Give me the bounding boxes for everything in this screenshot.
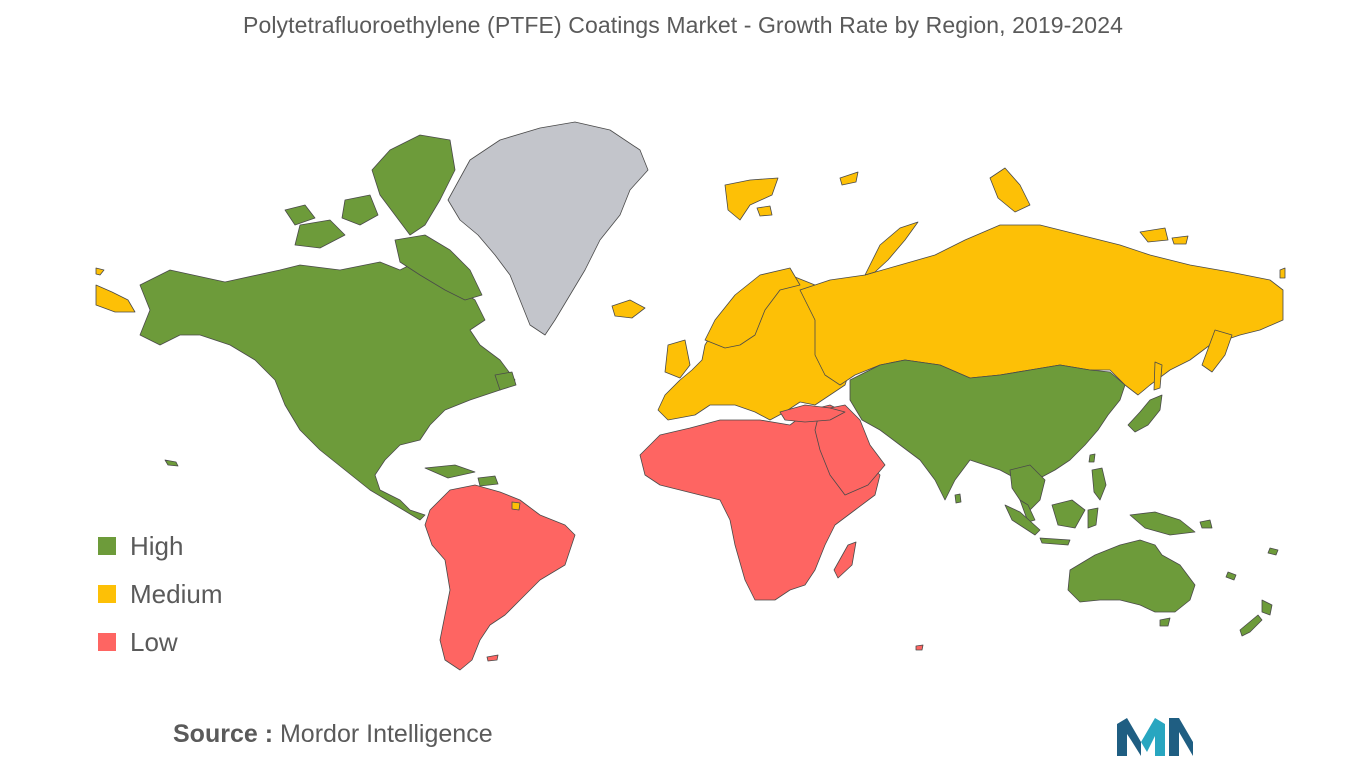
legend-swatch-medium <box>98 585 116 603</box>
source-text: Mordor Intelligence <box>279 720 493 748</box>
sri-lanka <box>954 493 962 504</box>
arctic-island-b <box>341 194 379 226</box>
turkey-levant <box>779 404 846 423</box>
svalbard <box>724 177 779 221</box>
middle-east-africa-region <box>639 404 881 601</box>
new-caledonia <box>1225 571 1237 581</box>
severnaya-zemlya <box>1139 227 1169 243</box>
arctic-island-c <box>284 204 316 226</box>
logo-right-stroke <box>1169 718 1193 756</box>
logo-middle-stroke <box>1141 718 1165 756</box>
legend-swatch-low <box>98 633 116 651</box>
borneo <box>1051 499 1086 529</box>
kamchatka <box>1201 329 1233 373</box>
chart-title: Polytetrafluoroethylene (PTFE) Coatings … <box>243 12 1123 38</box>
logo-left-stroke <box>1117 718 1141 756</box>
french-guiana <box>511 501 521 511</box>
source-line: Source : Mordor Intelligence <box>173 720 493 749</box>
hawaii <box>164 459 179 467</box>
europe-region <box>657 274 851 421</box>
madagascar <box>833 541 857 579</box>
malay-peninsula <box>1019 499 1036 523</box>
greenland-region <box>447 121 649 336</box>
new-guinea <box>1129 511 1196 536</box>
legend-item-low: Low <box>98 618 298 666</box>
new-siberian-islands <box>1171 235 1189 245</box>
svalbard-small <box>756 205 773 217</box>
legend-label-low: Low <box>130 626 178 657</box>
indochina <box>1009 464 1046 511</box>
chukotka-wrap-tip <box>95 267 105 276</box>
sulawesi <box>1087 507 1099 529</box>
fiji <box>1267 547 1279 556</box>
tasmania <box>1159 617 1171 627</box>
legend-item-high: High <box>98 522 298 570</box>
scandinavia <box>704 267 801 349</box>
baffin-island <box>394 234 483 301</box>
hispaniola <box>477 475 499 487</box>
cuba <box>424 464 476 479</box>
legend-label-medium: Medium <box>130 578 223 609</box>
new-zealand-south <box>1239 614 1263 637</box>
franz-josef-land <box>839 171 859 186</box>
japan <box>1127 394 1163 433</box>
asia-pacific-region <box>849 359 1126 501</box>
uk-ireland <box>664 339 691 379</box>
iceland <box>611 299 646 319</box>
falkland-islands <box>486 654 499 662</box>
australia <box>1067 539 1196 613</box>
chukotka-wrap <box>95 284 136 313</box>
arctic-island-a <box>294 219 346 249</box>
north-america-region <box>139 259 516 521</box>
kerguelen <box>915 644 924 651</box>
canada-arctic-islands <box>371 134 456 236</box>
sumatra <box>1004 504 1041 536</box>
novaya-zemlya <box>864 221 919 276</box>
sakhalin <box>1153 361 1163 391</box>
map-legend: High Medium Low <box>98 522 298 666</box>
south-america-region <box>424 484 576 671</box>
newfoundland <box>494 371 517 391</box>
legend-item-medium: Medium <box>98 570 298 618</box>
arabian-peninsula <box>814 404 886 496</box>
legend-label-high: High <box>130 530 184 561</box>
mordor-intelligence-logo <box>1117 718 1193 756</box>
novaya-zemlya-north <box>989 167 1031 213</box>
pacific-islands <box>1199 519 1213 529</box>
new-zealand-north <box>1261 599 1273 616</box>
taiwan <box>1088 453 1096 463</box>
philippines <box>1091 467 1107 501</box>
source-label: Source : <box>173 720 274 748</box>
java <box>1039 537 1071 546</box>
legend-swatch-high <box>98 537 116 555</box>
chukotka-tip <box>1279 267 1286 279</box>
